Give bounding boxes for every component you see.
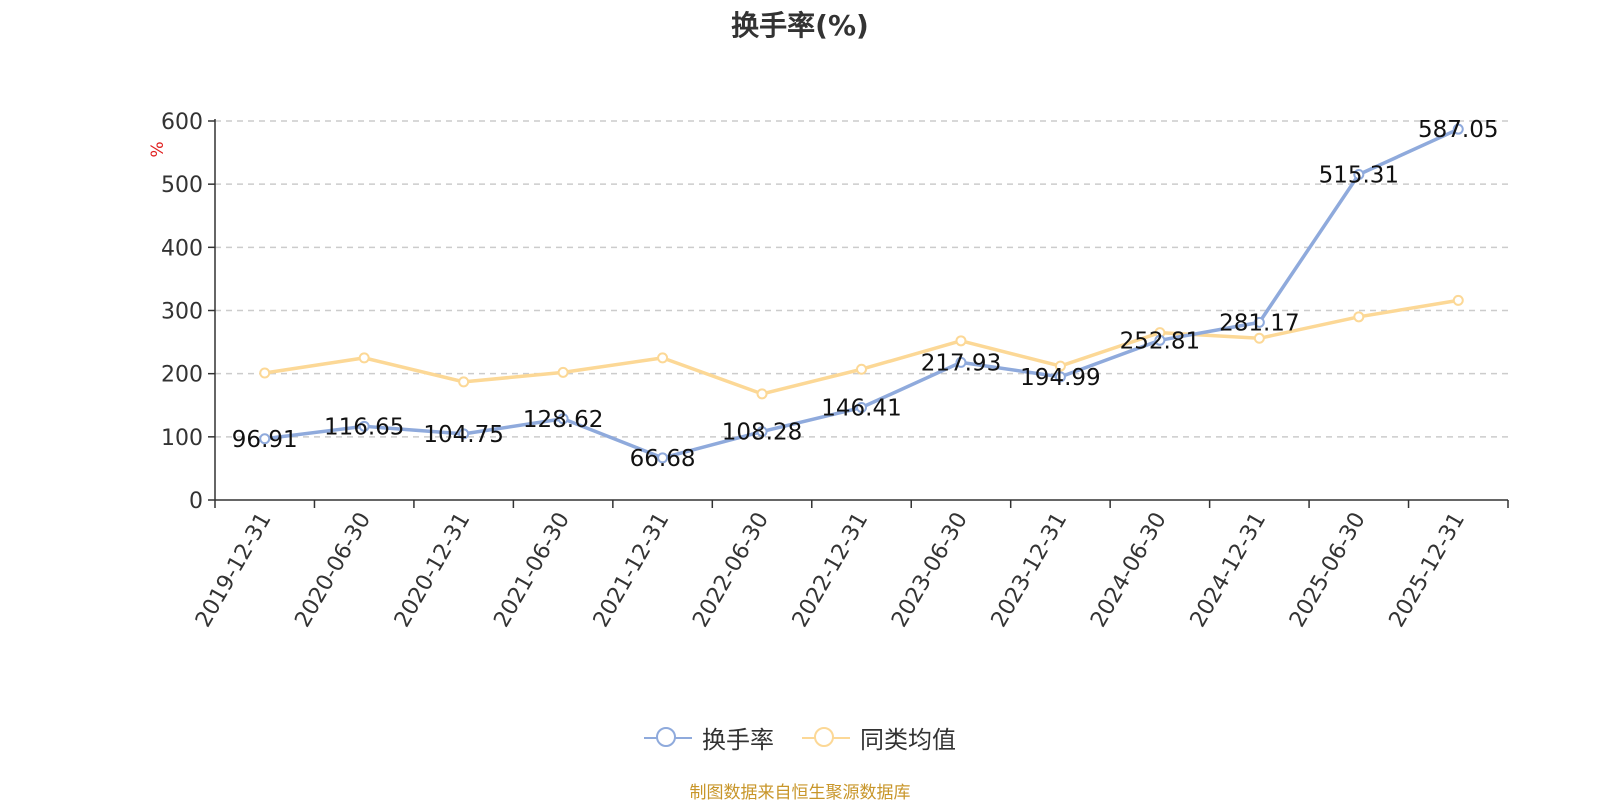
- data-point: [756, 388, 768, 400]
- data-point: [1452, 123, 1464, 135]
- y-axis-label: %: [148, 141, 168, 157]
- data-point: [657, 452, 669, 464]
- data-labels: 96.91 116.65 104.75 128.62 66.68 108.28 146.41…: [232, 117, 1499, 472]
- y-tick-label: 500: [161, 173, 203, 198]
- data-point: [458, 428, 470, 440]
- data-point: [1253, 332, 1265, 344]
- data-point: [955, 356, 967, 368]
- x-tick-label: 2021-06-30: [489, 508, 575, 631]
- data-point: [856, 402, 867, 414]
- x-tick-label: 2023-12-31: [987, 508, 1073, 631]
- chart-title: 换手率(%): [731, 9, 869, 42]
- data-label: 108.28: [722, 420, 802, 446]
- x-tick-label: 2025-12-31: [1385, 508, 1471, 631]
- data-point: [1253, 316, 1265, 328]
- data-label: 194.99: [1020, 365, 1100, 391]
- data-point: [1054, 371, 1066, 383]
- data-point: [756, 426, 768, 438]
- data-point: [358, 352, 370, 364]
- legend-item-peer-average[interactable]: 同类均值: [802, 720, 956, 755]
- data-label: 217.93: [921, 350, 1001, 376]
- data-point: [458, 376, 470, 388]
- data-point: [657, 352, 669, 364]
- y-tick-label: 300: [161, 300, 203, 325]
- x-tick-label: 2019-12-31: [191, 508, 277, 631]
- x-tick-label: 2025-06-30: [1285, 508, 1371, 631]
- legend-label: 换手率: [702, 726, 774, 754]
- data-source-note: 制图数据来自恒生聚源数据库: [689, 783, 911, 803]
- legend-marker-icon: [802, 726, 850, 750]
- legend-item-turnover[interactable]: 换手率: [644, 720, 774, 755]
- x-tick-label: 2022-06-30: [688, 508, 774, 631]
- data-label: 146.41: [821, 396, 901, 422]
- data-point: [1154, 334, 1166, 346]
- data-point: [358, 420, 370, 432]
- data-label: 252.81: [1120, 328, 1200, 354]
- x-tick-label: 2022-12-31: [788, 508, 874, 631]
- data-label: 587.05: [1418, 117, 1498, 143]
- y-tick-label: 100: [161, 426, 203, 451]
- data-point: [557, 413, 569, 425]
- data-label: 104.75: [423, 422, 503, 448]
- data-label: 281.17: [1219, 310, 1299, 336]
- data-label: 116.65: [324, 414, 404, 440]
- series: [259, 123, 1464, 464]
- x-tick-label: 2024-12-31: [1186, 508, 1272, 631]
- data-point: [1452, 294, 1464, 306]
- grid-lines: [215, 120, 1508, 438]
- axes: 0 100 200 300 400 500 600% 2019-12-31 2020-06-30…: [148, 110, 1509, 632]
- legend-label: 同类均值: [860, 726, 956, 754]
- data-point: [856, 363, 867, 375]
- data-point: [557, 366, 569, 378]
- y-tick-label: 400: [161, 236, 203, 261]
- y-tick-label: 600: [161, 110, 203, 135]
- x-tick-label: 2021-12-31: [589, 508, 675, 631]
- data-label: 96.91: [232, 427, 298, 453]
- x-tick-label: 2024-06-30: [1086, 508, 1172, 631]
- data-label: 515.31: [1319, 162, 1399, 188]
- legend-marker-icon: [644, 726, 692, 750]
- x-tick-label: 2023-06-30: [887, 508, 973, 631]
- x-tick-label: 2020-06-30: [290, 508, 376, 631]
- data-label: 66.68: [630, 446, 696, 472]
- y-tick-label: 0: [189, 489, 203, 514]
- data-point: [259, 367, 271, 379]
- legend: 换手率 同类均值: [0, 720, 1600, 755]
- data-point: [1054, 360, 1066, 372]
- data-label: 128.62: [523, 407, 603, 433]
- data-point: [1353, 311, 1365, 323]
- data-point: [1353, 168, 1365, 180]
- data-point: [955, 335, 967, 347]
- data-point: [259, 433, 271, 445]
- x-tick-label: 2020-12-31: [390, 508, 476, 631]
- y-tick-label: 200: [161, 363, 203, 388]
